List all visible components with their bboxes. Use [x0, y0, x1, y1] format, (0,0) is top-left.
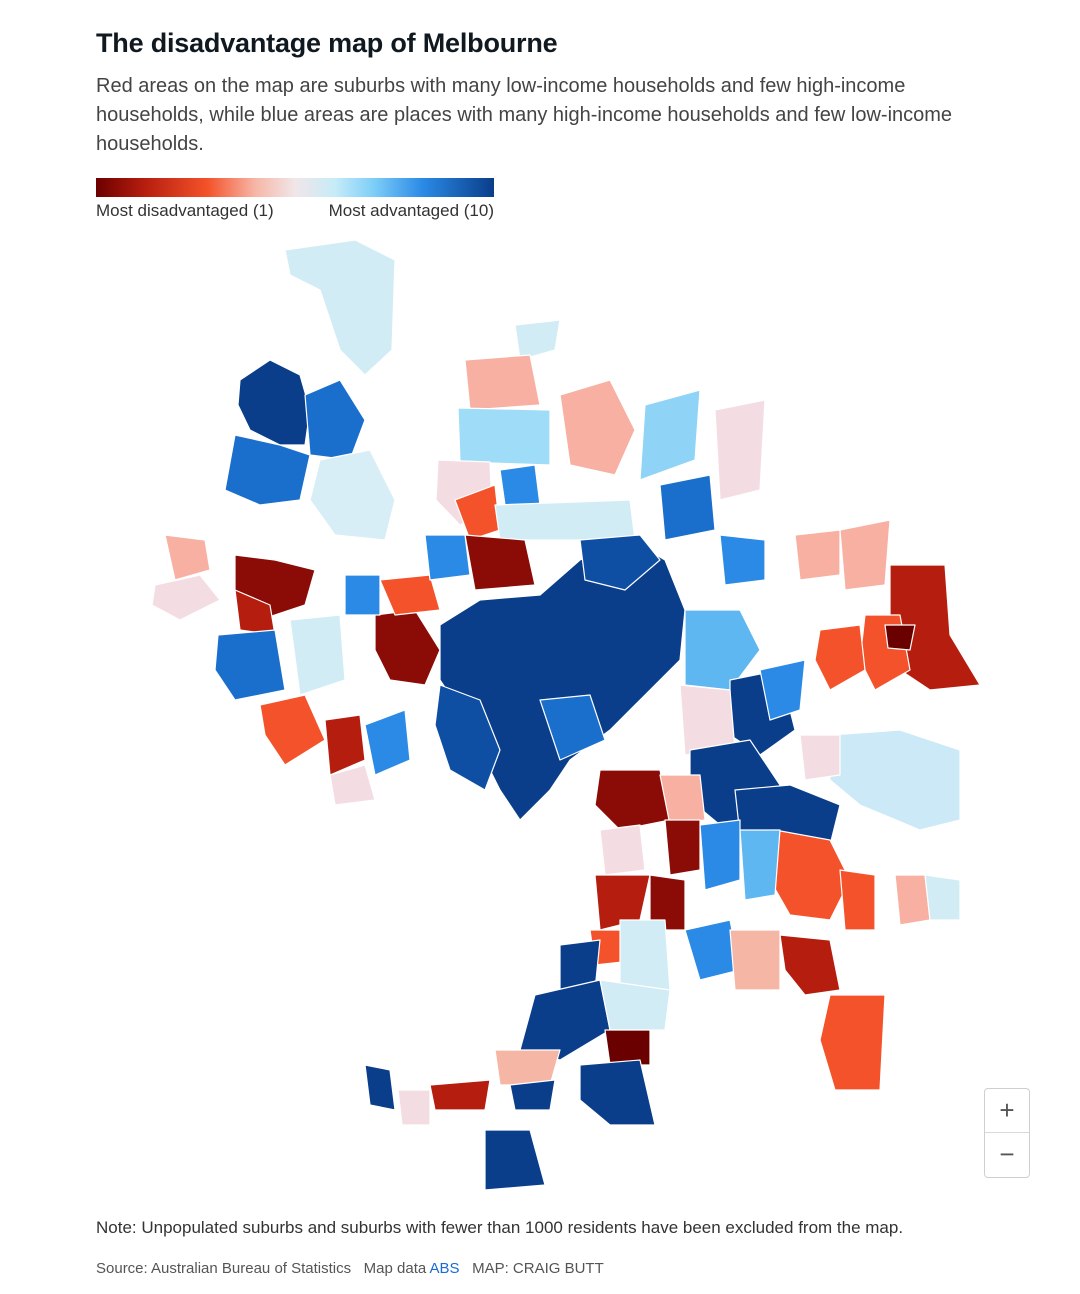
source-text: Source: Australian Bureau of Statistics: [96, 1260, 352, 1277]
map-region[interactable]: [374, 609, 441, 686]
map-region[interactable]: [539, 694, 606, 761]
map-region[interactable]: [794, 529, 841, 581]
map-region[interactable]: [884, 624, 916, 651]
map-region[interactable]: [779, 934, 841, 996]
map-region[interactable]: [284, 239, 396, 376]
map-region[interactable]: [494, 1049, 561, 1086]
legend-min-label: Most disadvantaged (1): [96, 201, 274, 220]
map-region[interactable]: [819, 994, 886, 1091]
map-region[interactable]: [599, 824, 646, 876]
map-region[interactable]: [324, 714, 366, 776]
map-region[interactable]: [464, 354, 541, 411]
map-region[interactable]: [659, 474, 716, 541]
legend-color-bar: [96, 178, 494, 197]
zoom-out-button[interactable]: −: [999, 1139, 1015, 1169]
map-region[interactable]: [364, 1064, 396, 1111]
map-region[interactable]: [457, 407, 551, 466]
map-region[interactable]: [289, 614, 346, 696]
map-region[interactable]: [559, 379, 636, 476]
map-region[interactable]: [344, 574, 381, 616]
map-data-label: Map data: [363, 1260, 427, 1277]
map-region[interactable]: [839, 869, 876, 931]
zoom-in-button[interactable]: +: [985, 1089, 1029, 1133]
map-region[interactable]: [579, 534, 661, 591]
map-region[interactable]: [514, 319, 561, 361]
map-region[interactable]: [429, 1079, 491, 1111]
map-region[interactable]: [397, 1089, 431, 1126]
map-region[interactable]: [499, 464, 541, 506]
map-region[interactable]: [594, 769, 671, 831]
map-region[interactable]: [894, 874, 931, 926]
zoom-control: + −: [984, 1088, 1030, 1178]
map-region[interactable]: [684, 609, 761, 691]
map-region[interactable]: [769, 829, 851, 921]
map-region[interactable]: [464, 534, 536, 591]
map-region[interactable]: [829, 729, 961, 831]
map-region[interactable]: [509, 1079, 556, 1111]
map-region[interactable]: [604, 1029, 651, 1066]
map-region[interactable]: [659, 774, 706, 826]
map-region[interactable]: [699, 819, 741, 891]
map-region[interactable]: [364, 709, 411, 776]
map-region[interactable]: [214, 629, 286, 701]
map-region[interactable]: [639, 389, 701, 481]
map-region[interactable]: [259, 694, 326, 766]
map-region[interactable]: [424, 534, 471, 581]
map-region[interactable]: [519, 979, 611, 1061]
map-region[interactable]: [151, 574, 221, 621]
map-region[interactable]: [164, 534, 211, 581]
map-region[interactable]: [799, 734, 841, 781]
map-region[interactable]: [579, 1059, 656, 1126]
abs-link[interactable]: ABS: [429, 1260, 460, 1277]
map-region[interactable]: [304, 379, 366, 461]
map-region[interactable]: [814, 624, 866, 691]
melbourne-choropleth-map[interactable]: [140, 230, 1000, 1200]
map-region[interactable]: [379, 574, 441, 616]
map-region[interactable]: [494, 499, 636, 541]
page-title: The disadvantage map of Melbourne: [96, 28, 558, 58]
map-region[interactable]: [329, 764, 376, 806]
map-region[interactable]: [599, 979, 671, 1031]
map-region[interactable]: [434, 684, 501, 791]
map-region[interactable]: [839, 519, 891, 591]
source-line: Source: Australian Bureau of Statistics …: [96, 1260, 604, 1277]
map-region[interactable]: [719, 534, 766, 586]
footnote: Note: Unpopulated suburbs and suburbs wi…: [96, 1218, 904, 1237]
map-region[interactable]: [224, 434, 311, 506]
map-region[interactable]: [739, 829, 781, 901]
page-subtitle: Red areas on the map are suburbs with ma…: [96, 75, 953, 155]
legend-max-label: Most advantaged (10): [328, 201, 494, 220]
map-region[interactable]: [714, 399, 766, 501]
map-region[interactable]: [309, 449, 396, 541]
map-region[interactable]: [759, 659, 806, 721]
map-credit: MAP: CRAIG BUTT: [472, 1260, 604, 1277]
map-region[interactable]: [664, 819, 701, 876]
map-region[interactable]: [237, 359, 311, 446]
map-region[interactable]: [924, 874, 961, 921]
color-legend: Most disadvantaged (1) Most advantaged (…: [96, 178, 494, 221]
map-region[interactable]: [484, 1129, 546, 1191]
map-region[interactable]: [729, 929, 781, 991]
